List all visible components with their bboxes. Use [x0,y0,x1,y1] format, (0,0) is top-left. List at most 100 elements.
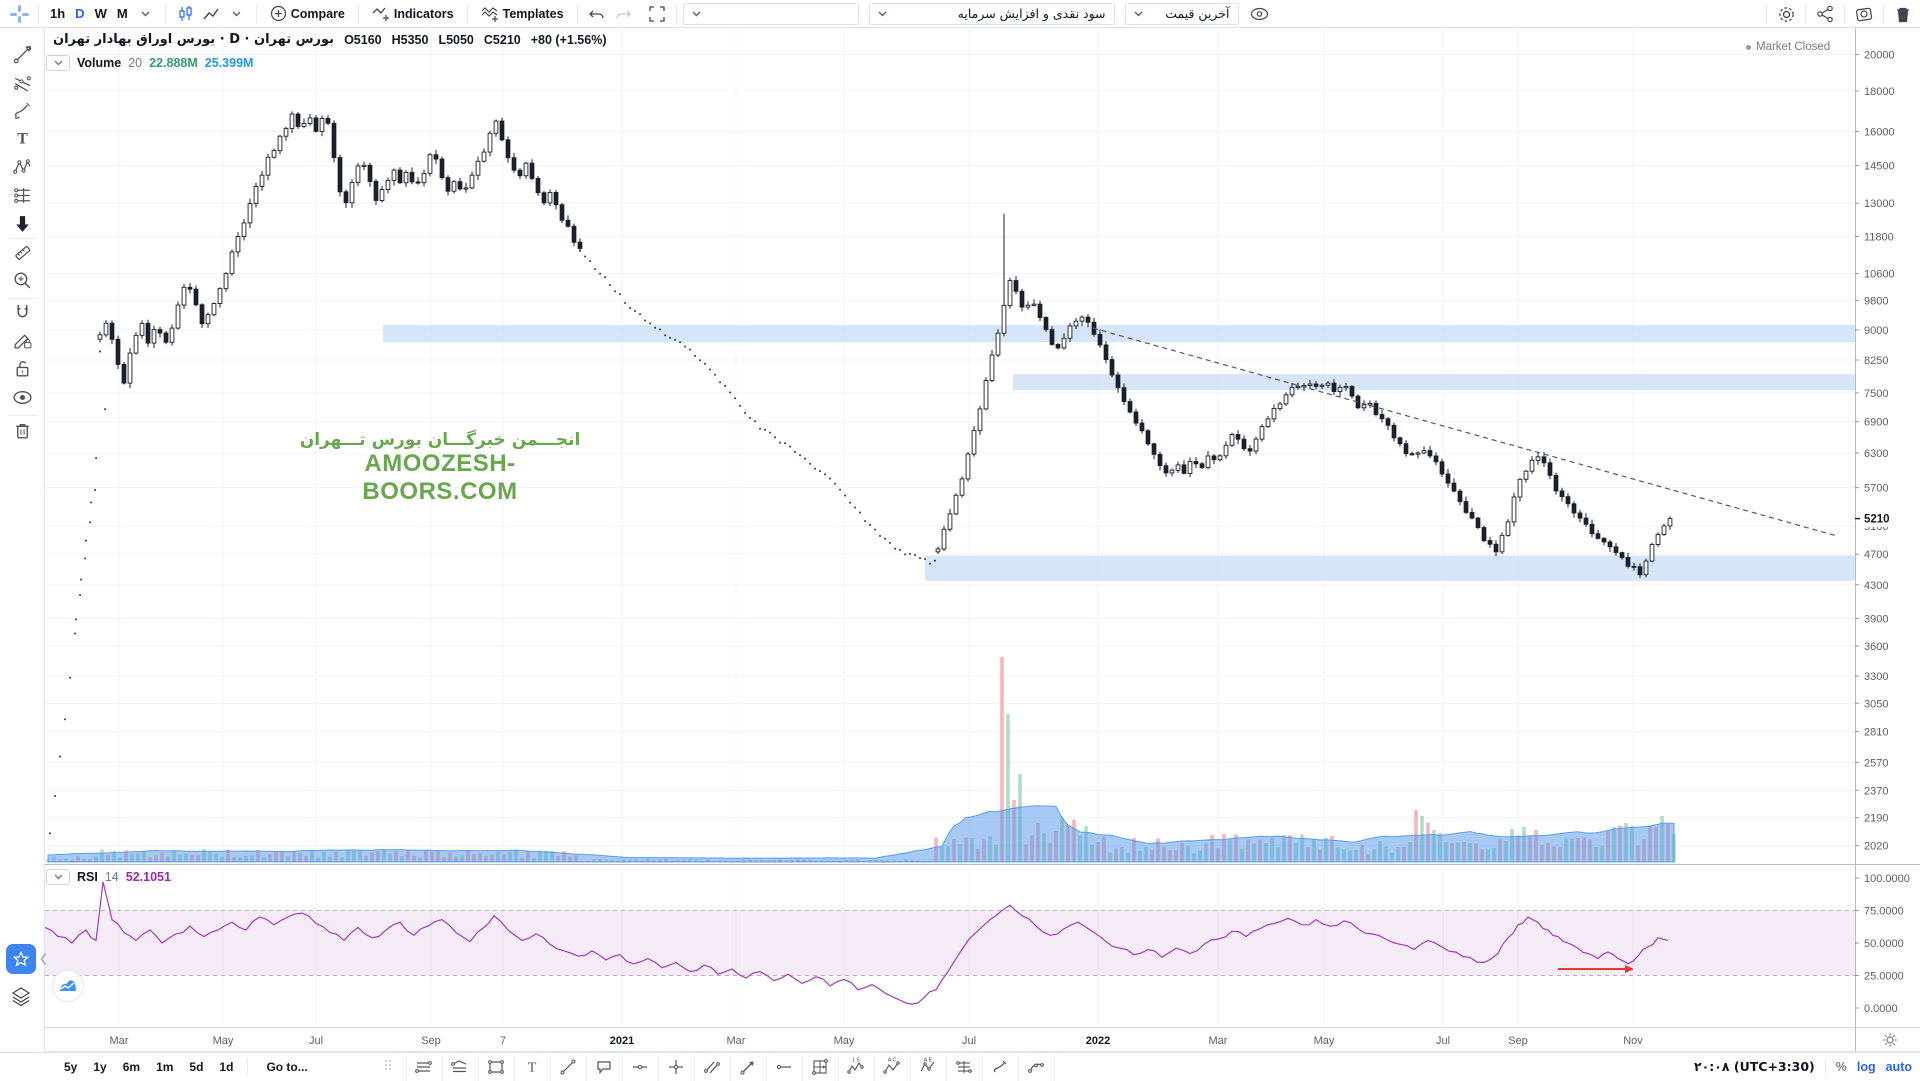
svg-text:A E: A E [924,1057,933,1063]
compare-button[interactable]: Compare [263,2,352,26]
trend-line-tool[interactable] [551,1053,587,1081]
svg-text:4300: 4300 [1864,580,1888,592]
favorites-star-button[interactable] [6,944,36,974]
range-6m[interactable]: 6m [115,1060,148,1074]
rectangle-tool[interactable] [479,1053,515,1081]
interval-1h[interactable]: 1h [45,6,70,21]
abcd-pattern-tool[interactable]: A C [875,1053,911,1081]
lock-all-tool-icon[interactable] [12,358,33,379]
svg-text:Sep: Sep [1508,1035,1528,1047]
object-tree-button[interactable] [10,986,34,1010]
magnet-tool-icon[interactable] [12,302,33,323]
interval-d[interactable]: D [70,6,89,21]
measure-tool-icon[interactable] [12,242,33,263]
log-scale-button[interactable]: log [1857,1060,1876,1074]
interval-w[interactable]: W [90,6,112,21]
range-1m[interactable]: 1m [148,1060,181,1074]
price-source-select[interactable]: آخرین قیمت [1125,3,1239,25]
svg-text:13000: 13000 [1864,198,1895,210]
gann-fib-tool-icon[interactable] [12,72,33,93]
range-1d[interactable]: 1d [211,1060,241,1074]
crosshair-logo-icon[interactable] [6,2,32,26]
candlestick-series [98,111,1672,578]
svg-text:2020: 2020 [1864,840,1888,852]
text-tool[interactable]: T [515,1053,551,1081]
symbol-title[interactable]: بورس تهران · D · بورس اوراق بهادار تهران [53,32,334,47]
candlestick-style-icon[interactable] [172,2,198,26]
interval-m[interactable]: M [112,6,133,21]
range-5y[interactable]: 5y [56,1060,85,1074]
svg-text:4700: 4700 [1864,549,1888,561]
text-tool-icon[interactable]: T [12,128,33,149]
volume-collapse-button[interactable] [46,55,70,71]
symbol-search-select[interactable] [683,3,859,25]
long-position-tool[interactable] [947,1053,983,1081]
settings-gear-icon[interactable] [1773,2,1799,26]
symbol-legend[interactable]: بورس تهران · D · بورس اوراق بهادار تهران… [53,32,606,47]
trash-icon[interactable] [1890,2,1916,26]
volume-series [46,657,1676,862]
share-icon[interactable] [1812,2,1838,26]
rsi-length: 14 [105,870,119,884]
templates-button[interactable]: Templates [474,2,571,26]
svg-text:6900: 6900 [1864,417,1888,429]
snapshot-camera-icon[interactable] [1851,2,1877,26]
svg-text:2190: 2190 [1864,813,1888,825]
arrow-tool[interactable] [731,1053,767,1081]
forecast-tool-icon[interactable] [12,185,33,206]
elliott-impulse-tool[interactable]: 1 5 [839,1053,875,1081]
callout-tool[interactable] [587,1053,623,1081]
xabcd-pattern-tool-icon[interactable] [12,157,33,178]
auto-scale-button[interactable]: auto [1886,1060,1912,1074]
theme-sun-icon[interactable] [1883,1033,1896,1046]
sidebar-collapse-handle[interactable]: ❮ [39,952,48,965]
ohlc-high: H5350 [392,33,429,47]
horizontal-ray-tool[interactable] [767,1053,803,1081]
date-price-range-tool[interactable] [803,1053,839,1081]
svg-text:0.0000: 0.0000 [1864,1003,1898,1015]
remove-all-tool-icon[interactable] [12,420,33,441]
price-axis[interactable]: 2000018000160001450013000118001060098009… [1855,50,1918,1015]
exchange-logo[interactable] [52,970,84,1002]
svg-text:Jul: Jul [1436,1035,1450,1047]
trend-line-tool-icon[interactable] [12,43,33,64]
zoom-in-tool-icon[interactable] [12,270,33,291]
svg-text:10600: 10600 [1864,269,1895,281]
rsi-collapse-button[interactable] [46,869,70,885]
percent-scale-button[interactable]: % [1836,1060,1847,1074]
arrow-marker-tool-icon[interactable] [12,213,33,234]
range-5d[interactable]: 5d [181,1060,211,1074]
parallel-channel-tool[interactable] [695,1053,731,1081]
interval-menu-chevron-icon[interactable] [133,2,159,26]
parallel-lines-tool[interactable] [407,1053,443,1081]
eye-icon[interactable] [1247,2,1273,26]
undo-icon[interactable] [584,2,610,26]
adjustment-select[interactable]: سود نقدی و افزایش سرمایه [869,3,1115,25]
brush-tool[interactable] [983,1053,1019,1081]
range-1y[interactable]: 1y [85,1060,114,1074]
line-style-icon[interactable] [198,2,224,26]
horizontal-line-tool[interactable] [623,1053,659,1081]
redo-icon[interactable] [610,2,636,26]
mountain-chart-icon [58,976,78,996]
cross-line-tool[interactable] [659,1053,695,1081]
clock-timezone[interactable]: ۲۰:۰۸ (UTC+3:30) [1694,1059,1815,1074]
status-dot-icon [1746,45,1751,50]
indicators-button[interactable]: Indicators [365,2,461,26]
rsi-legend[interactable]: RSI 14 52.1051 [46,869,171,885]
style-menu-chevron-icon[interactable] [224,2,250,26]
drawing-lock-tool-icon[interactable] [12,330,33,351]
curve-tool[interactable] [1019,1053,1055,1081]
angle-lines-tool[interactable] [443,1053,479,1081]
market-status-text: Market Closed [1756,41,1830,53]
elliott-correction-tool[interactable]: A E [911,1053,947,1081]
fullscreen-icon[interactable] [644,2,670,26]
brush-tool-icon[interactable] [12,100,33,121]
toolbar-drag-handle[interactable] [384,1058,392,1075]
goto-button[interactable]: Go to... [254,1060,319,1074]
hide-all-tool-icon[interactable] [12,387,33,408]
volume-legend[interactable]: Volume 20 22.888M 25.399M [46,55,253,71]
